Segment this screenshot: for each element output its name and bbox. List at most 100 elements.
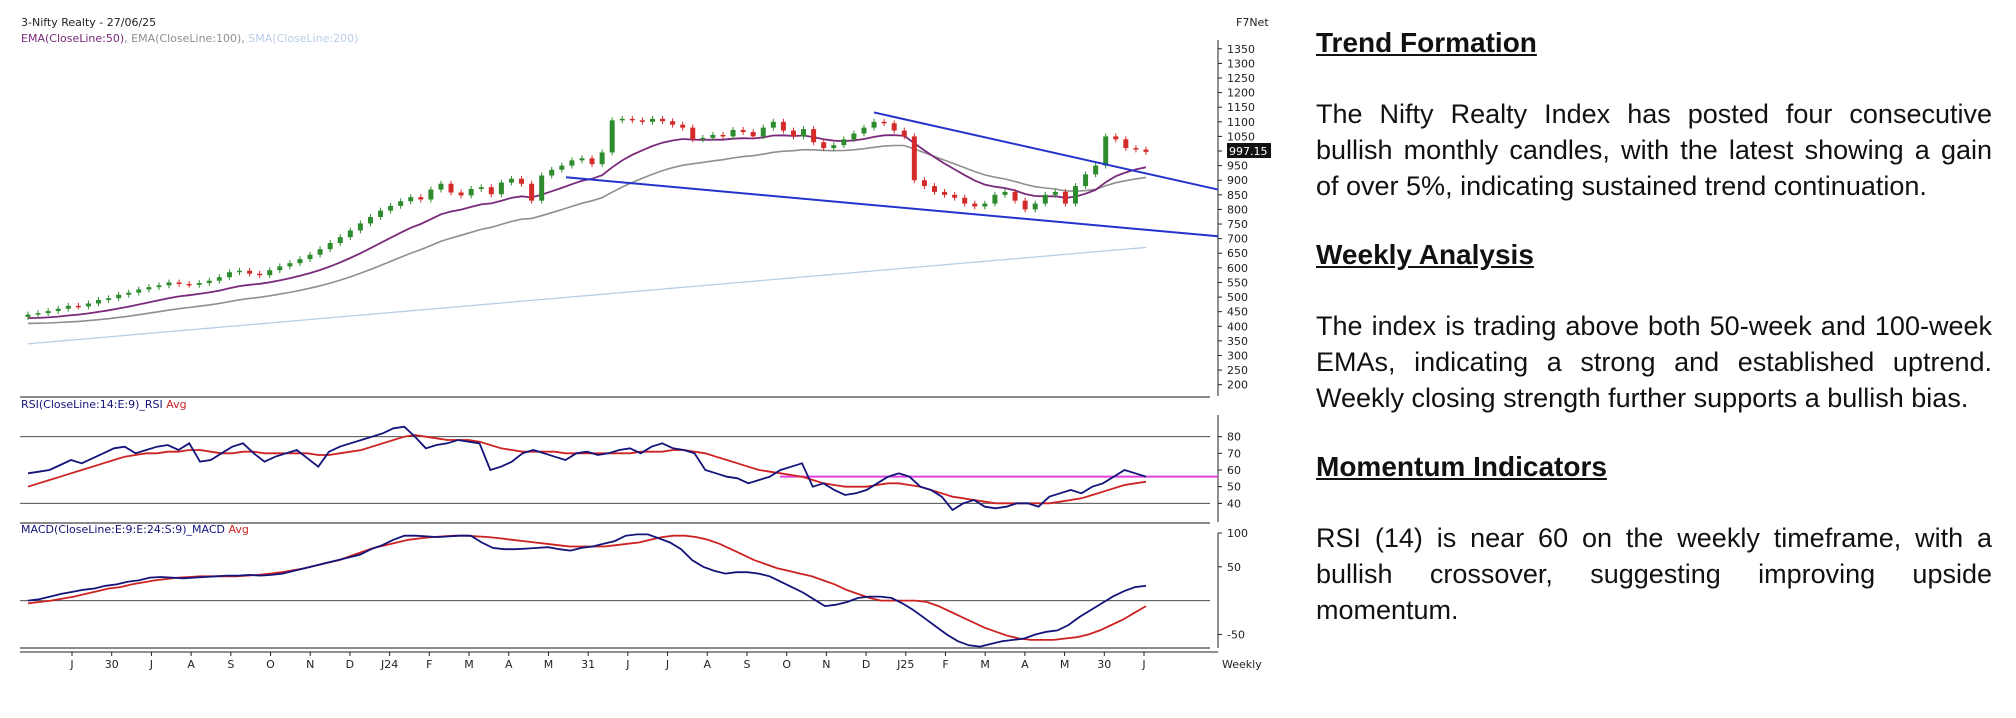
upper-trendline <box>873 111 1219 191</box>
candle <box>579 158 585 161</box>
y-tick-label: 1350 <box>1227 43 1255 56</box>
candle <box>156 285 162 288</box>
candle <box>75 305 81 308</box>
last-price-label: 997.15 <box>1229 145 1268 158</box>
x-tick-label: F <box>942 658 948 671</box>
candle <box>569 160 575 166</box>
candle <box>136 289 142 293</box>
candle <box>1143 149 1149 152</box>
candle <box>740 129 746 133</box>
y-tick-label: 400 <box>1227 320 1248 333</box>
candle <box>96 299 102 304</box>
candle <box>498 182 504 195</box>
candle <box>599 152 605 165</box>
x-tick-label: A <box>505 658 513 671</box>
candle <box>942 191 948 195</box>
macd-y-tick-label: 100 <box>1227 527 1248 540</box>
candle <box>146 287 152 290</box>
candle <box>176 282 182 284</box>
svg-text:EMA(CloseLine:50), EMA(CloseLi: EMA(CloseLine:50), EMA(CloseLine:100), S… <box>21 32 358 45</box>
ema100-line <box>27 144 1147 325</box>
legend-sma200: SMA(CloseLine:200) <box>248 32 358 45</box>
candle <box>106 298 112 300</box>
macd-y-tick-label: -50 <box>1227 628 1245 641</box>
rsi-y-tick-label: 50 <box>1227 481 1241 494</box>
candle <box>539 175 545 201</box>
macd-title: MACD(CloseLine:E:9:E:24:S:9)_MACD <box>21 523 225 536</box>
candle <box>357 223 363 231</box>
x-tick-label: A <box>1021 658 1029 671</box>
candle <box>478 187 484 189</box>
x-tick-label: M <box>464 658 474 671</box>
candle <box>982 203 988 207</box>
last-price-box <box>1227 143 1271 158</box>
candle <box>257 273 263 276</box>
candle <box>65 305 71 309</box>
candle <box>458 192 464 196</box>
x-tick-label: O <box>266 658 275 671</box>
candle <box>247 270 253 274</box>
y-tick-label: 1300 <box>1227 57 1255 70</box>
y-tick-label: 500 <box>1227 291 1248 304</box>
candle <box>206 280 212 284</box>
x-tick-label: F <box>426 658 432 671</box>
candle <box>559 165 565 170</box>
candle <box>116 294 122 299</box>
momentum-text: RSI (14) is near 60 on the weekly timefr… <box>1316 523 1992 625</box>
x-tick-label: 30 <box>1097 658 1111 671</box>
candle <box>750 132 756 137</box>
x-tick-label: 31 <box>581 658 595 671</box>
candle <box>438 183 444 190</box>
candle <box>519 178 525 184</box>
price-pane: 3-Nifty Realty - 27/06/25 F7Net EMA(Clos… <box>20 16 1271 398</box>
candle <box>237 270 243 273</box>
x-tick-label: A <box>703 658 711 671</box>
candle <box>821 142 827 149</box>
x-tick-label: J25 <box>896 658 914 671</box>
candle <box>196 283 202 285</box>
x-tick-label: A <box>187 658 195 671</box>
candle <box>347 230 353 238</box>
y-tick-label: 300 <box>1227 349 1248 362</box>
candle <box>972 203 978 207</box>
rsi-pane: RSI(CloseLine:14:E:9)_RSI Avg 80 70 60 50 40 <box>20 398 1241 524</box>
candle <box>851 133 857 140</box>
candle <box>1012 191 1018 201</box>
candle <box>962 197 968 204</box>
candle <box>367 217 373 224</box>
x-tick-label: S <box>227 658 234 671</box>
y-tick-label: 350 <box>1227 335 1248 348</box>
candle <box>670 121 676 125</box>
y-tick-label: 250 <box>1227 364 1248 377</box>
source-label: F7Net <box>1236 16 1269 29</box>
candle <box>398 201 404 206</box>
x-tick-label: M <box>1060 658 1070 671</box>
candle <box>710 134 716 138</box>
x-tick-label: M <box>544 658 554 671</box>
rsi-y-tick-label: 60 <box>1227 464 1241 477</box>
candle <box>690 127 696 140</box>
candle <box>700 137 706 140</box>
candle <box>35 313 41 315</box>
y-tick-label: 1150 <box>1227 101 1255 114</box>
rsi-line <box>27 425 1147 512</box>
candle <box>418 197 424 200</box>
candle <box>388 205 394 211</box>
candle <box>871 121 877 128</box>
chart-panel: 3-Nifty Realty - 27/06/25 F7Net EMA(Clos… <box>20 16 1271 671</box>
y-tick-label: 600 <box>1227 262 1248 275</box>
candle <box>186 283 192 286</box>
svg-text:RSI(CloseLine:14:E:9)_RSI Avg: RSI(CloseLine:14:E:9)_RSI Avg <box>21 398 187 411</box>
y-tick-label: 650 <box>1227 247 1248 260</box>
y-tick-label: 1250 <box>1227 72 1255 85</box>
candle <box>428 189 434 200</box>
rsi-y-tick-label: 80 <box>1227 431 1241 444</box>
candle <box>780 121 786 131</box>
candle <box>901 130 907 137</box>
x-tick-label: D <box>346 658 354 671</box>
candle <box>1103 136 1109 166</box>
y-tick-label: 850 <box>1227 189 1248 202</box>
candle <box>1072 186 1078 204</box>
candle <box>267 270 273 276</box>
rsi-title: RSI(CloseLine:14:E:9)_RSI <box>21 398 163 411</box>
